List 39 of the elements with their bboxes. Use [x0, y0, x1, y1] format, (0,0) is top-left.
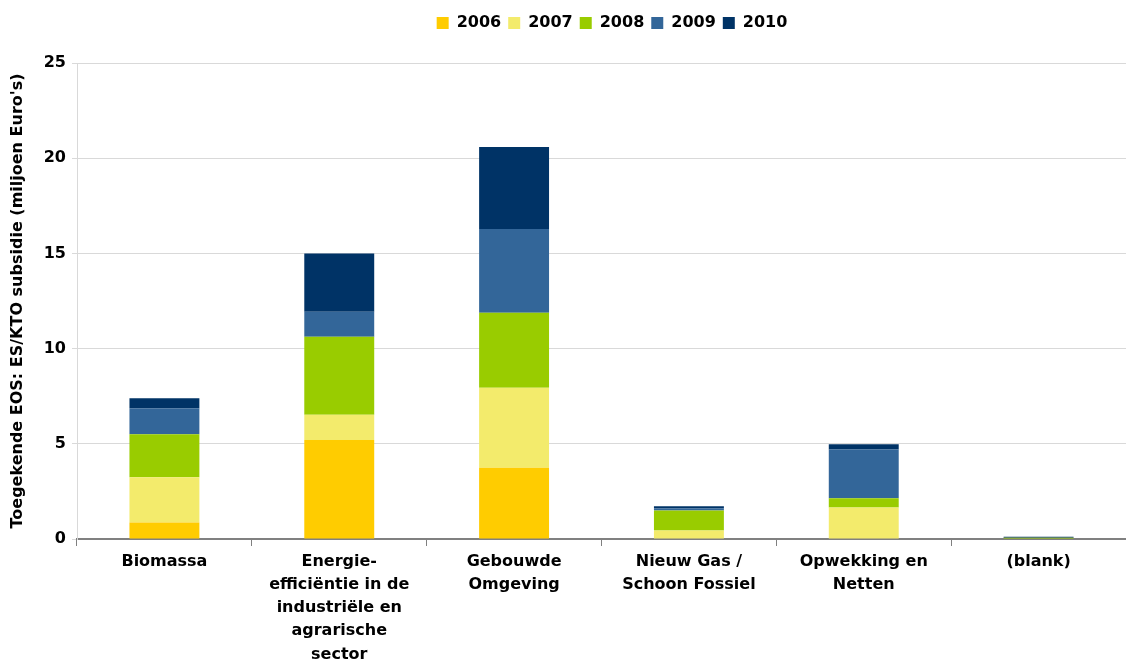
- bar: [129, 398, 200, 409]
- y-tick-label: 5: [54, 432, 66, 452]
- bar: [129, 477, 200, 523]
- y-tick-label: 15: [43, 242, 66, 262]
- legend-label: 2007: [528, 12, 573, 32]
- bar: [304, 336, 375, 415]
- y-tick-label: 25: [43, 52, 66, 72]
- bar: [653, 530, 724, 539]
- bar: [129, 408, 200, 435]
- bar: [304, 414, 375, 440]
- x-tick-label: (blank): [1006, 550, 1071, 570]
- bar: [828, 498, 899, 508]
- bar: [304, 311, 375, 337]
- bar: [828, 507, 899, 539]
- x-tick-label: Biomassa: [121, 550, 208, 570]
- y-tick-label: 0: [54, 528, 66, 548]
- legend-label: 2008: [599, 12, 645, 32]
- bar: [828, 449, 899, 499]
- bar: [479, 387, 550, 468]
- x-tick-label: Energie-efficiëntie in de industriële en agrarische sector: [269, 550, 410, 663]
- legend-label: 2010: [742, 12, 788, 32]
- bar: [653, 510, 724, 531]
- bar: [479, 467, 550, 539]
- y-tick-label: 10: [43, 337, 66, 357]
- bar: [479, 312, 550, 388]
- x-tick-label: Opwekking en Netten: [799, 550, 928, 593]
- bar: [304, 253, 375, 312]
- legend-label: 2006: [456, 12, 502, 32]
- x-tick-label: Gebouwde Omgeving: [466, 550, 562, 593]
- bar: [304, 439, 375, 539]
- x-tick-label: Nieuw Gas / Schoon Fossiel: [622, 550, 756, 593]
- bar: [129, 522, 200, 539]
- legend-label: 2009: [671, 12, 716, 32]
- bar: [828, 444, 899, 450]
- bar: [479, 146, 550, 230]
- y-axis-title: Toegekende EOS: ES/KTO subsidie (miljoen Euro's): [6, 73, 26, 529]
- bar: [129, 434, 200, 478]
- y-tick-label: 20: [43, 147, 66, 167]
- bar: [479, 229, 550, 313]
